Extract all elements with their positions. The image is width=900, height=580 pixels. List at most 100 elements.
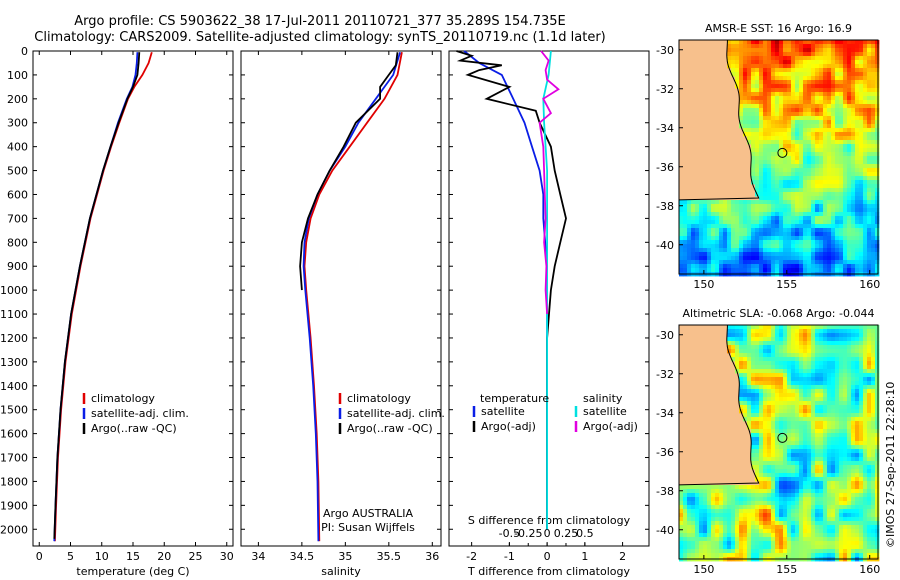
y-tick-label: -38 <box>656 200 674 213</box>
y-tick-label: 500 <box>7 165 28 178</box>
legend-entry: climatology <box>347 392 411 405</box>
s-axis-label: S difference from climatology <box>468 514 631 527</box>
y-tick-label: 1500 <box>0 404 28 417</box>
x-tick-label: -1 <box>504 550 515 563</box>
legend-entry: satellite <box>583 405 627 418</box>
legend-entry: Argo(-adj) <box>583 420 638 433</box>
series-line-T-argo <box>456 50 567 530</box>
x-axis-label: salinity <box>321 565 361 578</box>
legend-title-temperature: temperature <box>480 392 549 405</box>
y-tick-label: -36 <box>656 161 674 174</box>
annotation-line: PI: Susan Wijffels <box>321 521 415 534</box>
x-tick-label: 34 <box>251 550 265 563</box>
y-tick-label: 2000 <box>0 523 28 536</box>
x-tick-label: 5 <box>67 550 74 563</box>
y-tick-label: 1800 <box>0 475 28 488</box>
legend-entry: Argo(-adj) <box>481 420 536 433</box>
x-tick-label: 150 <box>693 278 714 291</box>
y-tick-label: -40 <box>656 239 674 252</box>
plot-frame <box>32 50 234 547</box>
x-tick-label: 160 <box>859 278 880 291</box>
sla-map: Altimetric SLA: -0.068 Argo: -0.044 150 15… <box>656 307 880 576</box>
legend-entry: Argo(..raw -QC) <box>91 422 177 435</box>
y-tick-label: 1900 <box>0 499 28 512</box>
x-tick-label: 160 <box>859 563 880 576</box>
series-line-argo <box>53 52 141 539</box>
y-tick-label: 1600 <box>0 428 28 441</box>
map-frame <box>678 324 879 560</box>
map-frame <box>678 39 879 275</box>
difference-plot: -2 -1 0 1 2 -0.5-0.25 0 0.250.5S difference fro… <box>448 50 650 578</box>
imos-credit: ©IMOS 27-Sep-2011 22:28:10 <box>884 381 897 548</box>
y-tick-label: 200 <box>7 93 28 106</box>
y-tick-label: 900 <box>7 260 28 273</box>
series-line-argo <box>299 52 399 291</box>
y-tick-label: -34 <box>656 407 674 420</box>
x-tick-label: -2 <box>466 550 477 563</box>
x-tick-label: 35.5 <box>377 550 402 563</box>
y-tick-label: 1300 <box>0 356 28 369</box>
data-grid <box>679 40 880 277</box>
legend-entry: satellite-adj. clim. <box>91 407 189 420</box>
series-line-S-argo <box>538 50 560 315</box>
x-tick-label: 0 <box>544 550 551 563</box>
y-tick-label: -34 <box>656 122 674 135</box>
y-tick-label: 1000 <box>0 284 28 297</box>
sst-map: AMSR-E SST: 16 Argo: 16.9 150 155 160 -30 -32… <box>656 22 880 291</box>
y-tick-label: 1700 <box>0 452 28 465</box>
map-title: Altimetric SLA: -0.068 Argo: -0.044 <box>683 307 875 320</box>
x-axis-label: T difference from climatology <box>467 565 630 578</box>
y-tick-label: 1200 <box>0 332 28 345</box>
salinity-plot: 34 34.5 35 35.5 36 salinity climatology satelli… <box>240 50 445 578</box>
x-tick-label: 30 <box>220 550 234 563</box>
x-tick-label: 35 <box>338 550 352 563</box>
x-tick-label: 36 <box>425 550 439 563</box>
argo-position-marker <box>777 432 788 443</box>
y-tick-label: -30 <box>656 329 674 342</box>
x-tick-label: 2 <box>619 550 626 563</box>
y-tick-label: 1100 <box>0 308 28 321</box>
y-tick-label: 0 <box>21 45 28 58</box>
y-tick-label: -38 <box>656 485 674 498</box>
y-tick-label: 700 <box>7 212 28 225</box>
y-tick-label: 800 <box>7 236 28 249</box>
map-title: AMSR-E SST: 16 Argo: 16.9 <box>705 22 852 35</box>
coastline <box>678 40 760 201</box>
legend-entry: Argo(..raw -QC) <box>347 422 433 435</box>
x-tick-label: 15 <box>126 550 140 563</box>
y-tick-label: 1400 <box>0 380 28 393</box>
s-tick-label: -0.25 <box>514 527 542 540</box>
x-tick-label: 155 <box>776 563 797 576</box>
y-tick-label: -32 <box>656 368 674 381</box>
temperature-plot: 0100200300400500600700800900100011001200… <box>0 45 234 578</box>
coastline <box>678 325 760 486</box>
legend-entry: satellite-adj. clim. <box>347 407 445 420</box>
y-tick-label: 400 <box>7 141 28 154</box>
y-tick-label: -32 <box>656 83 674 96</box>
plot-frame <box>240 50 442 547</box>
data-grid <box>679 325 880 562</box>
s-tick-label: 0.25 <box>554 527 579 540</box>
x-tick-label: 1 <box>581 550 588 563</box>
y-tick-label: 600 <box>7 188 28 201</box>
s-tick-label: 0 <box>544 527 551 540</box>
x-tick-label: 155 <box>776 278 797 291</box>
y-tick-label: 100 <box>7 69 28 82</box>
series-line-S-satellite <box>542 50 552 530</box>
x-tick-label: 25 <box>189 550 203 563</box>
figure-title-line2: Climatology: CARS2009. Satellite-adjuste… <box>34 30 606 45</box>
legend-entry: satellite <box>481 405 525 418</box>
legend-title-salinity: salinity <box>583 392 623 405</box>
x-tick-label: 10 <box>95 550 109 563</box>
y-tick-label: -30 <box>656 44 674 57</box>
x-tick-label: 150 <box>693 563 714 576</box>
x-tick-label: 0 <box>36 550 43 563</box>
y-tick-label: -36 <box>656 446 674 459</box>
figure-title-line1: Argo profile: CS 5903622_38 17-Jul-2011 … <box>74 14 566 29</box>
y-tick-label: 300 <box>7 117 28 130</box>
argo-position-marker <box>777 147 788 158</box>
annotation-line: Argo AUSTRALIA <box>323 507 413 520</box>
legend-entry: climatology <box>91 392 155 405</box>
s-tick-label: -0.5 <box>499 527 520 540</box>
